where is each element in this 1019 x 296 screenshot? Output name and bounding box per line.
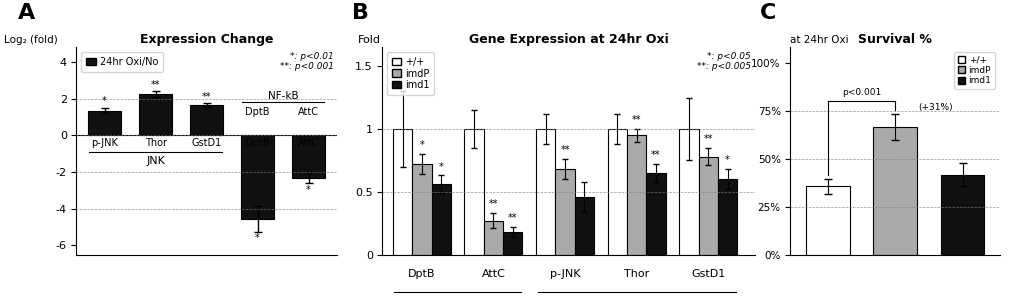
Text: p-JNK: p-JNK xyxy=(91,138,118,148)
Text: AttC: AttC xyxy=(298,107,319,117)
Bar xyxy=(502,232,522,255)
Text: Fold: Fold xyxy=(358,35,381,45)
Text: *: p<0.05
**: p<0.005: *: p<0.05 **: p<0.005 xyxy=(696,52,750,71)
Bar xyxy=(607,129,627,255)
Text: *: * xyxy=(725,155,730,165)
Bar xyxy=(698,157,717,255)
Text: *: * xyxy=(306,185,311,195)
Text: p-JNK: p-JNK xyxy=(549,269,580,279)
Text: Log₂ (fold): Log₂ (fold) xyxy=(4,35,57,45)
Text: Thor: Thor xyxy=(145,138,166,148)
Text: DptB: DptB xyxy=(408,269,435,279)
Title: Survival %: Survival % xyxy=(857,33,931,46)
Text: **: ** xyxy=(151,80,160,90)
Title: Expression Change: Expression Change xyxy=(140,33,273,46)
Bar xyxy=(139,94,172,135)
Text: DptB: DptB xyxy=(245,107,270,117)
Text: (+31%): (+31%) xyxy=(918,103,953,112)
Bar xyxy=(291,135,325,178)
Text: **: ** xyxy=(507,213,517,223)
Text: **: ** xyxy=(488,199,497,209)
Text: C: C xyxy=(759,3,775,23)
Bar xyxy=(412,164,431,255)
Bar xyxy=(627,135,646,255)
Bar xyxy=(240,135,274,219)
Bar xyxy=(940,175,983,255)
Text: **: ** xyxy=(650,150,660,160)
Text: **: ** xyxy=(632,115,641,125)
Bar xyxy=(574,197,593,255)
Text: DptB: DptB xyxy=(245,138,270,148)
Text: GstD1: GstD1 xyxy=(192,138,221,148)
Text: JNK: JNK xyxy=(146,157,165,166)
Text: Thor: Thor xyxy=(624,269,649,279)
Bar xyxy=(483,221,502,255)
Text: NF-kB: NF-kB xyxy=(267,91,299,101)
Text: AttC: AttC xyxy=(481,269,505,279)
Bar xyxy=(392,129,412,255)
Text: *: p<0.01
**: p<0.001: *: p<0.01 **: p<0.001 xyxy=(280,52,333,71)
Bar xyxy=(190,105,223,135)
Text: at 24hr Oxi: at 24hr Oxi xyxy=(790,35,848,45)
Text: **: ** xyxy=(202,92,211,102)
Bar xyxy=(431,184,450,255)
Bar xyxy=(805,186,849,255)
Text: *: * xyxy=(419,140,424,150)
Bar xyxy=(646,173,665,255)
Text: **: ** xyxy=(559,145,570,155)
Title: Gene Expression at 24hr Oxi: Gene Expression at 24hr Oxi xyxy=(469,33,667,46)
Legend: 24hr Oxi/No: 24hr Oxi/No xyxy=(82,52,163,72)
Text: AttC: AttC xyxy=(298,138,319,148)
Bar xyxy=(88,111,121,135)
Text: *: * xyxy=(255,234,260,244)
Text: p<0.001: p<0.001 xyxy=(841,88,880,97)
Text: B: B xyxy=(352,3,369,23)
Legend: +/+, imdP, imd1: +/+, imdP, imd1 xyxy=(387,52,434,95)
Bar xyxy=(555,169,574,255)
Text: A: A xyxy=(18,3,36,23)
Bar xyxy=(464,129,483,255)
Bar xyxy=(872,127,916,255)
Legend: +/+, imdP, imd1: +/+, imdP, imd1 xyxy=(953,52,995,89)
Bar xyxy=(536,129,555,255)
Bar xyxy=(717,179,737,255)
Text: *: * xyxy=(102,96,107,106)
Text: *: * xyxy=(438,162,443,172)
Bar xyxy=(679,129,698,255)
Text: GstD1: GstD1 xyxy=(691,269,725,279)
Text: **: ** xyxy=(703,134,712,144)
